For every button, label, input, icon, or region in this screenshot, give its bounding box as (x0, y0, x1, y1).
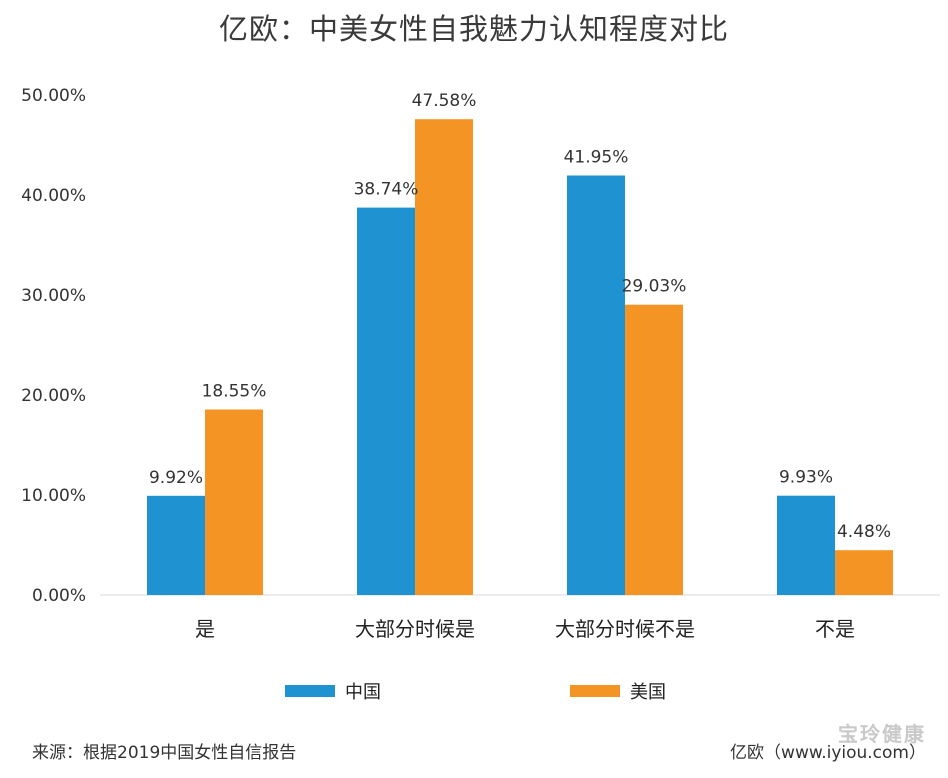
data-label: 9.93% (779, 468, 833, 488)
watermark: 宝玲健康 (838, 722, 926, 746)
x-axis-labels: 是 大部分时候是 大部分时候不是 不是 (195, 617, 855, 641)
bar-usa (835, 550, 893, 595)
y-tick-label: 0.00% (32, 586, 86, 606)
data-label: 18.55% (202, 382, 267, 402)
y-tick-label: 30.00% (21, 286, 86, 306)
y-tick-label: 20.00% (21, 386, 86, 406)
data-label: 41.95% (564, 148, 629, 168)
data-label: 38.74% (354, 180, 419, 200)
bar-usa (205, 409, 263, 595)
credit-note: 亿欧（www.iyiou.com） (730, 743, 926, 763)
data-labels: 9.92% 18.55% 38.74% 47.58% 41.95% 29.03% 9.93%… (149, 91, 891, 542)
legend-label: 美国 (630, 682, 666, 703)
data-label: 47.58% (412, 91, 477, 111)
bar-usa (625, 304, 683, 595)
legend-label: 中国 (345, 682, 381, 703)
source-note: 来源：根据2019中国女性自信报告 (32, 743, 297, 763)
bar-usa (415, 119, 473, 595)
legend-swatch (285, 685, 335, 697)
category-label: 不是 (815, 617, 855, 641)
category-label: 大部分时候是 (355, 617, 475, 641)
y-tick-label: 10.00% (21, 486, 86, 506)
bar-china (777, 495, 835, 595)
bar-china (567, 175, 625, 595)
data-label: 29.03% (622, 277, 687, 297)
bar-china (147, 495, 205, 595)
category-label: 是 (195, 617, 215, 641)
data-label: 9.92% (149, 468, 203, 488)
y-tick-label: 40.00% (21, 186, 86, 206)
data-label: 4.48% (837, 522, 891, 542)
legend: 中国 美国 (285, 682, 666, 703)
bars (147, 119, 893, 595)
y-tick-label: 50.00% (21, 86, 86, 106)
category-label: 大部分时候不是 (555, 617, 695, 641)
chart-title: 亿欧：中美女性自我魅力认知程度对比 (218, 12, 729, 46)
bar-china (357, 207, 415, 595)
legend-swatch (570, 685, 620, 697)
